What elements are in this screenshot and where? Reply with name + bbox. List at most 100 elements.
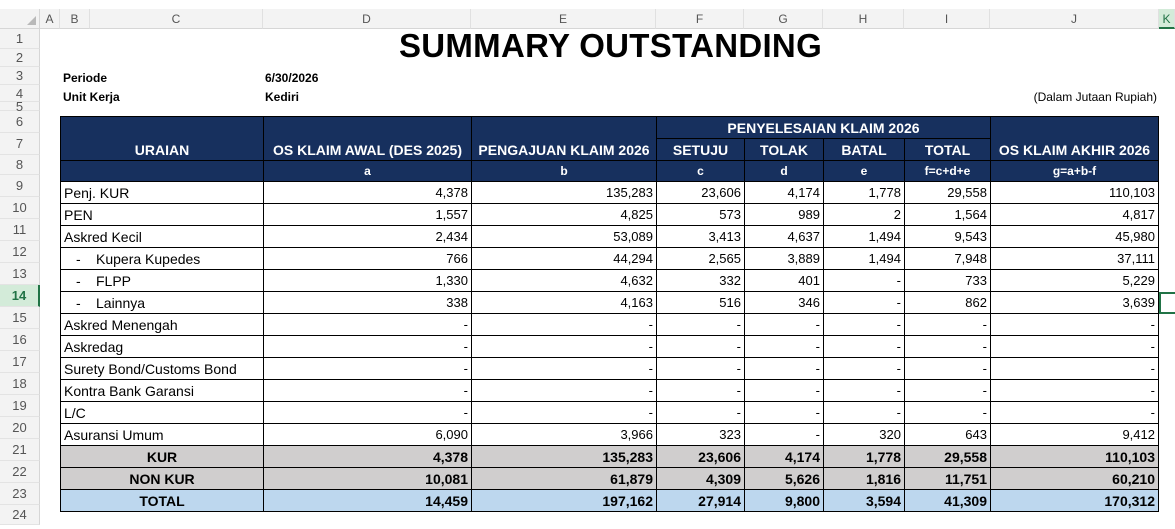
header-code-g[interactable]: g=a+b-f <box>990 160 1159 182</box>
row-header-8[interactable]: 8 <box>0 155 40 175</box>
value-cell[interactable]: 1,494 <box>823 225 905 248</box>
value-cell[interactable]: 3,889 <box>744 247 824 270</box>
column-header-b[interactable]: B <box>60 9 90 29</box>
value-cell[interactable]: 3,639 <box>990 291 1159 314</box>
value-cell[interactable]: - <box>471 313 657 336</box>
value-cell[interactable]: 1,557 <box>263 203 472 226</box>
header-total[interactable]: TOTAL <box>904 138 991 161</box>
value-cell[interactable]: - <box>744 313 824 336</box>
value-cell[interactable]: 2,434 <box>263 225 472 248</box>
row-header-1[interactable]: 1 <box>0 29 40 49</box>
row-label[interactable]: Penj. KUR <box>60 181 264 204</box>
summary-value-cell[interactable]: 23,606 <box>656 445 745 468</box>
header-code-blank[interactable] <box>60 160 264 182</box>
summary-value-cell[interactable]: 110,103 <box>990 445 1159 468</box>
value-cell[interactable]: 573 <box>656 203 745 226</box>
value-cell[interactable]: 5,229 <box>990 269 1159 292</box>
value-cell[interactable]: 29,558 <box>904 181 991 204</box>
value-cell[interactable]: 4,817 <box>990 203 1159 226</box>
value-cell[interactable]: 1,494 <box>823 247 905 270</box>
summary-value-cell[interactable]: 1,816 <box>823 467 905 490</box>
row-header-22[interactable]: 22 <box>0 461 40 483</box>
value-cell[interactable]: 346 <box>744 291 824 314</box>
column-header-d[interactable]: D <box>263 9 471 29</box>
value-cell[interactable]: 4,825 <box>471 203 657 226</box>
header-pengajuan-klaim[interactable]: PENGAJUAN KLAIM 2026 <box>471 116 657 161</box>
summary-value-cell[interactable]: 10,081 <box>263 467 472 490</box>
summary-value-cell[interactable]: 60,210 <box>990 467 1159 490</box>
row-header-9[interactable]: 9 <box>0 175 40 197</box>
value-cell[interactable]: 332 <box>656 269 745 292</box>
value-cell[interactable]: 4,632 <box>471 269 657 292</box>
value-cell[interactable]: 338 <box>263 291 472 314</box>
row-header-6[interactable]: 6 <box>0 111 40 133</box>
value-cell[interactable]: 1,564 <box>904 203 991 226</box>
value-cell[interactable]: - <box>263 357 472 380</box>
row-header-19[interactable]: 19 <box>0 395 40 417</box>
value-cell[interactable]: - <box>471 335 657 358</box>
summary-value-cell[interactable]: 29,558 <box>904 445 991 468</box>
summary-label[interactable]: TOTAL <box>60 489 264 512</box>
value-cell[interactable]: - <box>823 401 905 424</box>
unit-kerja-value[interactable]: Kediri <box>265 90 300 104</box>
periode-value[interactable]: 6/30/2026 <box>265 71 319 85</box>
value-cell[interactable]: - <box>656 357 745 380</box>
header-code-e[interactable]: e <box>823 160 905 182</box>
value-cell[interactable]: 3,966 <box>471 423 657 446</box>
header-os-klaim-awal[interactable]: OS KLAIM AWAL (DES 2025) <box>263 116 472 161</box>
value-cell[interactable]: - <box>990 335 1159 358</box>
value-cell[interactable]: 323 <box>656 423 745 446</box>
summary-value-cell[interactable]: 41,309 <box>904 489 991 512</box>
row-label[interactable]: - FLPP <box>60 269 264 292</box>
value-cell[interactable]: 4,378 <box>263 181 472 204</box>
value-cell[interactable]: 989 <box>744 203 824 226</box>
row-header-16[interactable]: 16 <box>0 329 40 351</box>
header-penyelesaian-klaim[interactable]: PENYELESAIAN KLAIM 2026 <box>656 116 991 139</box>
value-cell[interactable]: 23,606 <box>656 181 745 204</box>
value-cell[interactable]: - <box>823 291 905 314</box>
value-cell[interactable]: - <box>990 379 1159 402</box>
value-cell[interactable]: - <box>744 379 824 402</box>
column-header-a[interactable]: A <box>40 9 60 29</box>
header-code-a[interactable]: a <box>263 160 472 182</box>
summary-value-cell[interactable]: 135,283 <box>471 445 657 468</box>
row-header-14[interactable]: 14 <box>0 285 40 307</box>
value-cell[interactable]: - <box>990 313 1159 336</box>
column-header-e[interactable]: E <box>471 9 656 29</box>
value-cell[interactable]: 1,778 <box>823 181 905 204</box>
value-cell[interactable]: - <box>263 379 472 402</box>
header-uraian[interactable]: URAIAN <box>60 116 264 161</box>
column-header-j[interactable]: J <box>990 9 1159 29</box>
summary-value-cell[interactable]: 14,459 <box>263 489 472 512</box>
row-label[interactable]: Askred Menengah <box>60 313 264 336</box>
value-cell[interactable]: - <box>656 335 745 358</box>
value-cell[interactable]: - <box>744 335 824 358</box>
value-cell[interactable]: 9,412 <box>990 423 1159 446</box>
value-cell[interactable]: 3,413 <box>656 225 745 248</box>
summary-label[interactable]: NON KUR <box>60 467 264 490</box>
value-cell[interactable]: - <box>263 313 472 336</box>
header-batal[interactable]: BATAL <box>823 138 905 161</box>
value-cell[interactable]: 733 <box>904 269 991 292</box>
column-header-c[interactable]: C <box>90 9 263 29</box>
value-cell[interactable]: 4,637 <box>744 225 824 248</box>
value-cell[interactable]: 401 <box>744 269 824 292</box>
value-cell[interactable]: 2,565 <box>656 247 745 270</box>
value-cell[interactable]: - <box>904 313 991 336</box>
summary-value-cell[interactable]: 4,174 <box>744 445 824 468</box>
row-label[interactable]: Surety Bond/Customs Bond <box>60 357 264 380</box>
row-header-21[interactable]: 21 <box>0 439 40 461</box>
header-code-f[interactable]: f=c+d+e <box>904 160 991 182</box>
summary-value-cell[interactable]: 5,626 <box>744 467 824 490</box>
column-header-i[interactable]: I <box>904 9 990 29</box>
value-cell[interactable]: - <box>263 335 472 358</box>
value-cell[interactable]: - <box>263 401 472 424</box>
value-cell[interactable]: - <box>990 357 1159 380</box>
row-header-5[interactable]: 5 <box>0 100 40 113</box>
column-header-g[interactable]: G <box>744 9 823 29</box>
value-cell[interactable]: - <box>823 379 905 402</box>
summary-value-cell[interactable]: 4,378 <box>263 445 472 468</box>
row-header-13[interactable]: 13 <box>0 263 40 285</box>
summary-value-cell[interactable]: 197,162 <box>471 489 657 512</box>
summary-value-cell[interactable]: 3,594 <box>823 489 905 512</box>
